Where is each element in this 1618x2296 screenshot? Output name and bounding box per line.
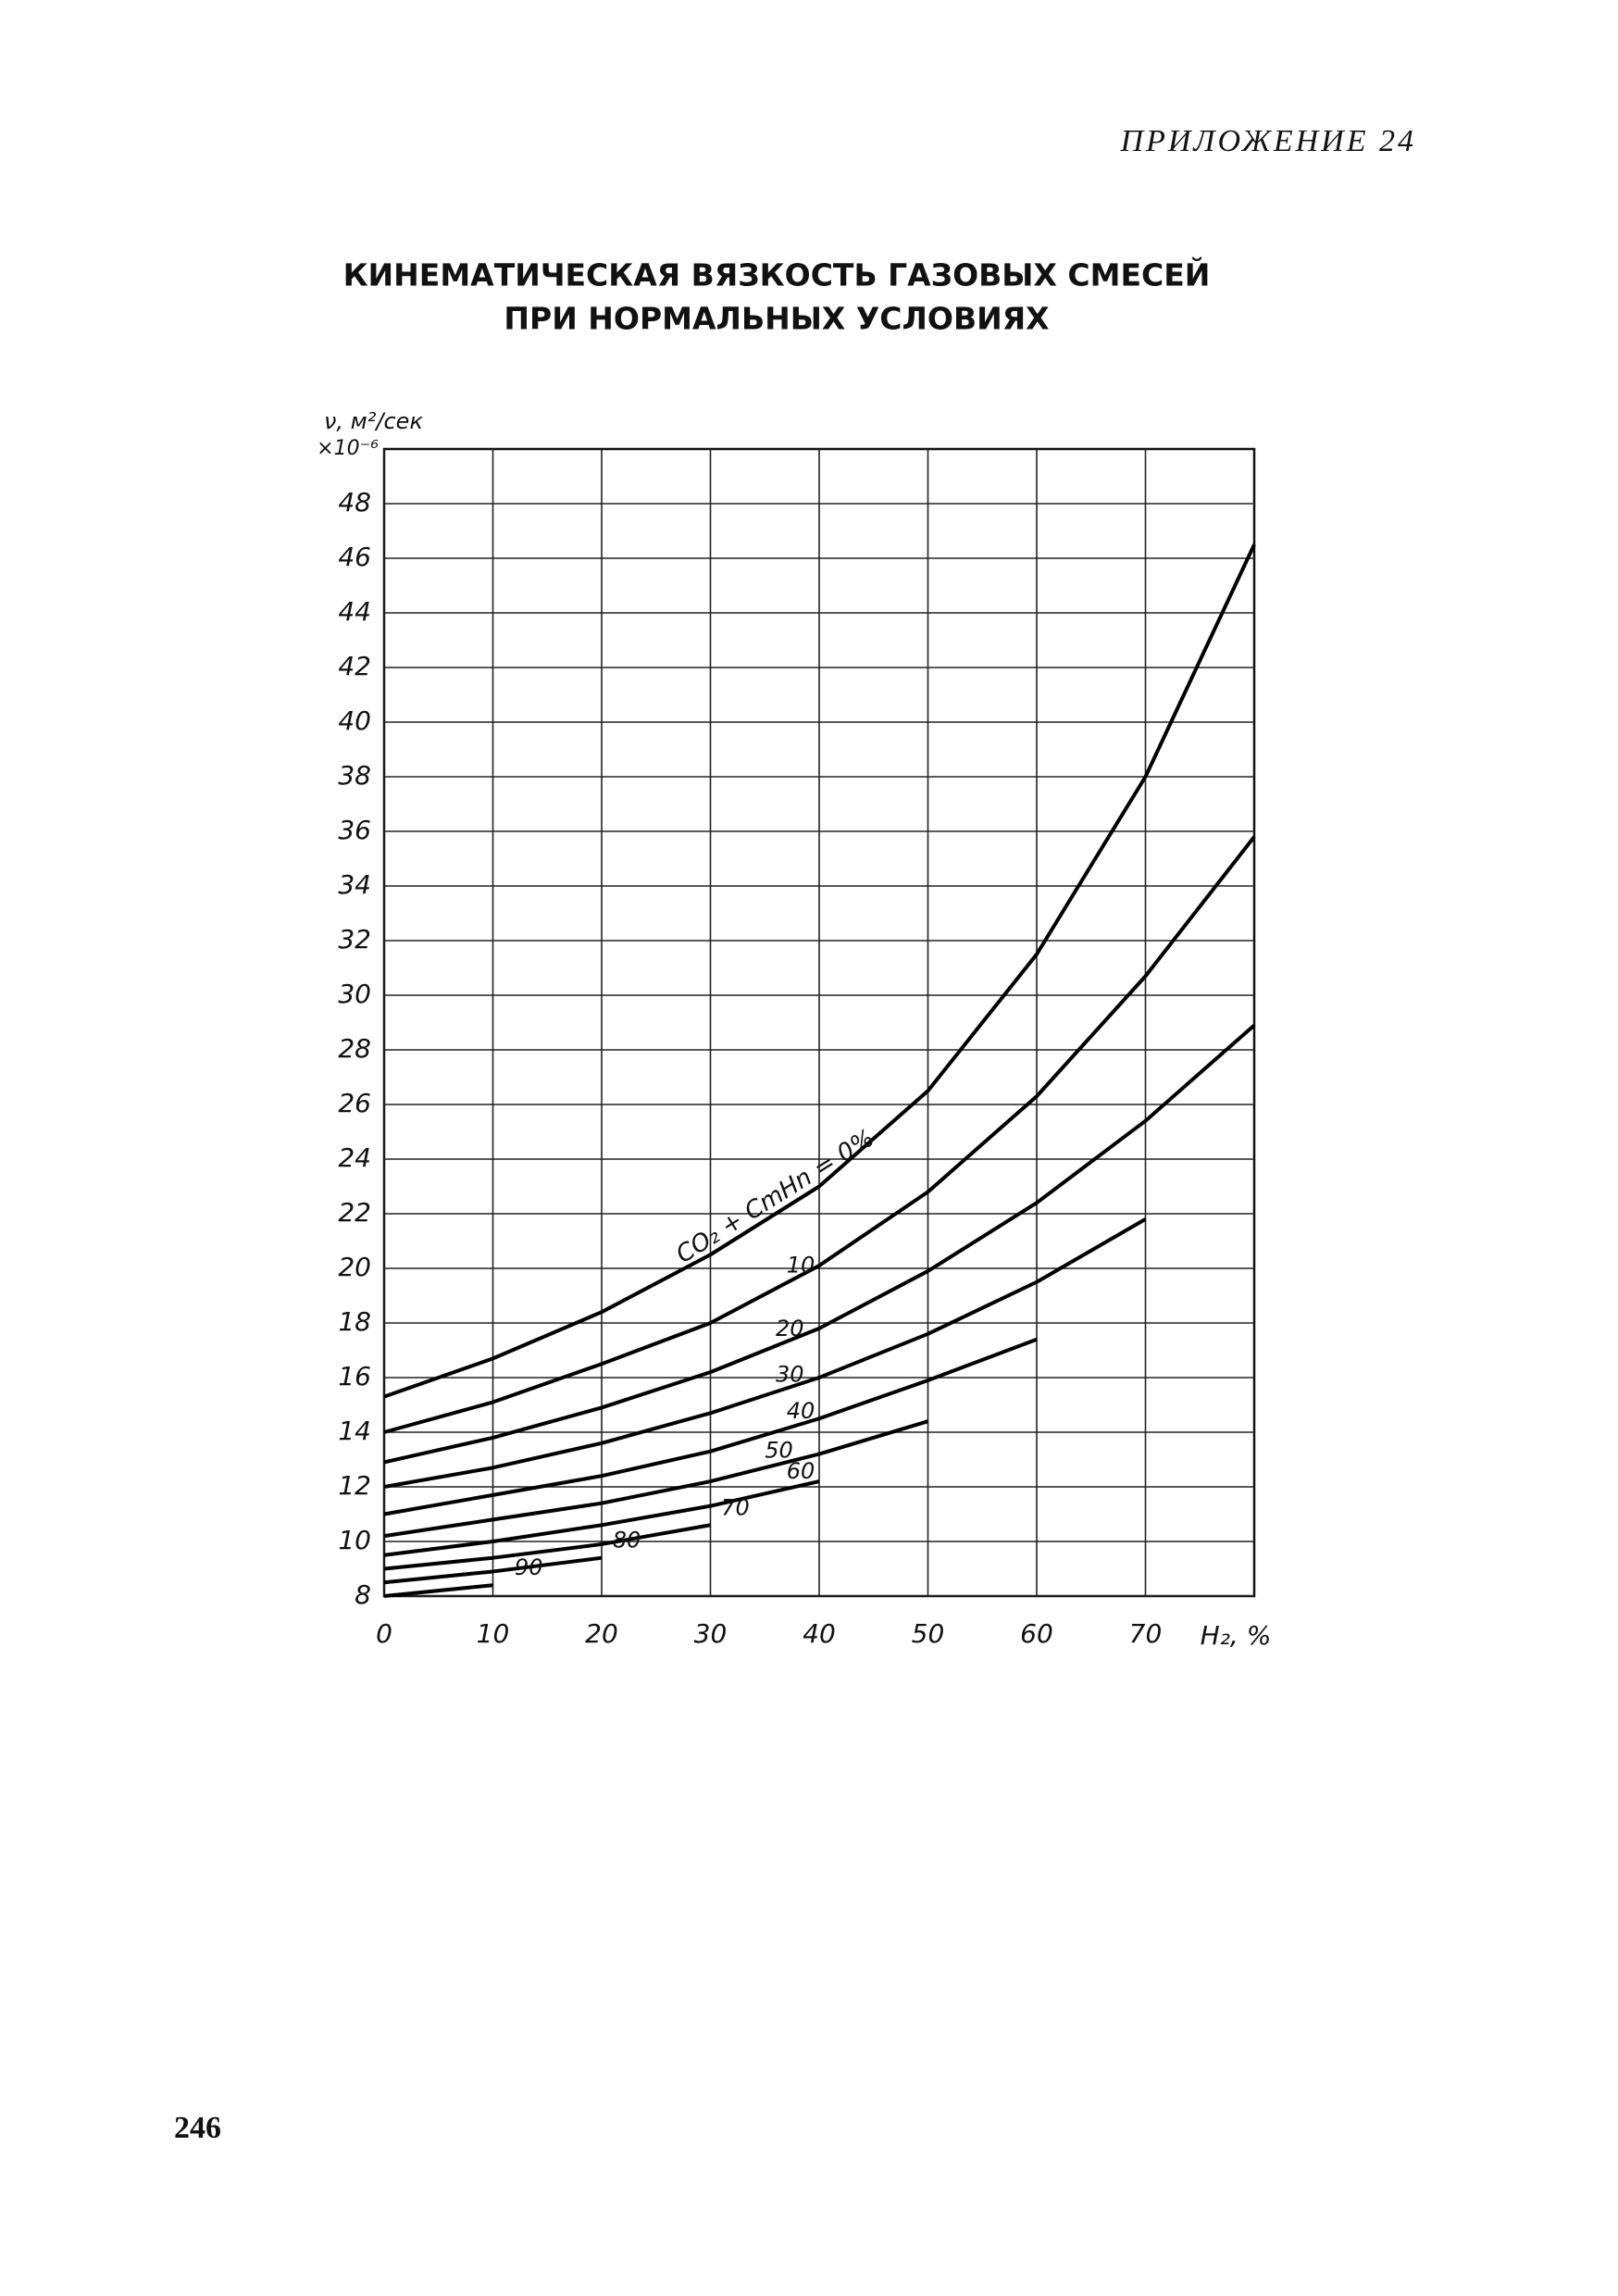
- series-label: 60: [787, 1458, 815, 1484]
- series-label: 30: [776, 1361, 804, 1387]
- curve: [383, 1337, 1038, 1516]
- y-tick-label: 36: [338, 815, 371, 845]
- curve: [383, 1217, 1147, 1489]
- x-tick-label: 10: [477, 1618, 510, 1649]
- y-tick-label: 42: [338, 651, 371, 681]
- chart-title: КИНЕМАТИЧЕСКАЯ ВЯЗКОСТЬ ГАЗОВЫХ СМЕСЕЙ: [343, 256, 1211, 293]
- curve: [383, 1583, 493, 1598]
- curve: [383, 1523, 711, 1571]
- x-tick-label: 40: [803, 1618, 836, 1649]
- series-label: 20: [776, 1316, 804, 1341]
- page-number: 246: [174, 2111, 221, 2145]
- x-tick-label: 30: [694, 1618, 728, 1649]
- series-label: 40: [787, 1398, 815, 1424]
- curve: [383, 543, 1256, 1399]
- series-label: 50: [765, 1437, 793, 1463]
- y-tick-label: 38: [338, 760, 371, 791]
- y-tick-label: 26: [338, 1088, 371, 1118]
- y-tick-label: 24: [338, 1142, 371, 1173]
- y-tick-label: 20: [338, 1252, 371, 1282]
- curve: [383, 1479, 820, 1557]
- x-tick-label: 20: [585, 1618, 618, 1649]
- y-tick-label: 16: [338, 1361, 371, 1391]
- y-axis-label: ν, м²/сек: [324, 408, 423, 434]
- curve: [383, 1419, 929, 1539]
- curve: [383, 835, 1256, 1434]
- y-tick-label: 12: [338, 1470, 371, 1501]
- curve: [383, 1023, 1256, 1465]
- y-tick-label: 18: [338, 1306, 371, 1337]
- x-tick-label: 60: [1020, 1618, 1053, 1649]
- y-tick-label: 40: [338, 705, 371, 736]
- series-label: 80: [613, 1528, 641, 1554]
- y-tick-label: 32: [338, 924, 371, 955]
- y-tick-label: 44: [338, 596, 371, 627]
- x-axis-label: H₂, %: [1201, 1620, 1272, 1651]
- chart-title: ПРИ НОРМАЛЬНЫХ УСЛОВИЯХ: [504, 301, 1049, 337]
- y-tick-label: 28: [338, 1033, 371, 1064]
- x-tick-label: 70: [1129, 1618, 1163, 1649]
- series-label: 70: [721, 1494, 750, 1520]
- curve: [383, 1555, 603, 1585]
- y-unit: ×10⁻⁶: [317, 437, 379, 460]
- y-tick-label: 46: [338, 542, 371, 572]
- y-tick-label: 10: [338, 1525, 371, 1555]
- x-tick-label: 50: [912, 1618, 945, 1649]
- x-tick-label: 0: [376, 1618, 392, 1649]
- y-tick-label: 48: [338, 487, 371, 518]
- y-tick-label: 30: [338, 979, 371, 1009]
- y-tick-label: 14: [338, 1416, 371, 1446]
- y-tick-label: 22: [338, 1197, 371, 1228]
- y-tick-label: 8: [355, 1579, 371, 1610]
- series-label: 90: [515, 1554, 543, 1580]
- series-label: 10: [787, 1253, 815, 1279]
- page-header: ПРИЛОЖЕНИЕ 24: [1120, 124, 1416, 158]
- y-tick-label: 34: [338, 869, 371, 900]
